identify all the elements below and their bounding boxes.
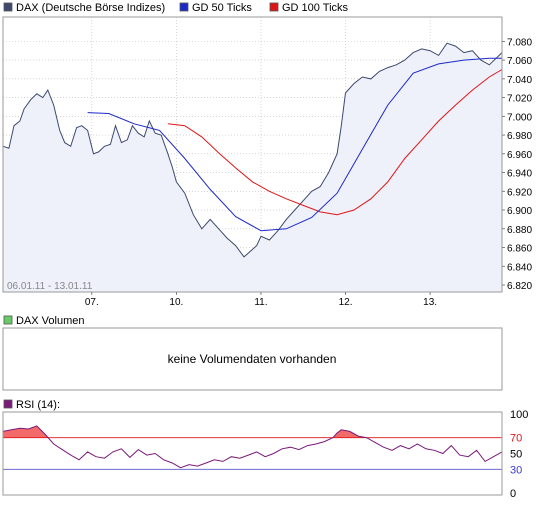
price-y-tick-label: 7.000 xyxy=(507,112,532,123)
price-x-tick-label: 13. xyxy=(423,297,437,308)
rsi-y-tick-label: 0 xyxy=(510,488,516,500)
rsi-y-tick-label: 30 xyxy=(510,464,522,476)
price-x-tick-label: 10. xyxy=(169,297,183,308)
rsi-legend-label: RSI (14): xyxy=(16,399,60,411)
price-line xyxy=(2,42,503,258)
price-area-fill xyxy=(3,43,502,293)
price-y-tick-label: 7.060 xyxy=(507,56,532,67)
price-panel: 6.820 6.840 6.860 6.880 6.900 6.920 6.940 6.960… xyxy=(2,16,532,308)
price-x-tick-label: 12. xyxy=(339,297,353,308)
price-frame xyxy=(2,16,503,293)
rsi-line xyxy=(2,425,503,469)
gd50-line xyxy=(87,57,502,232)
legend-label-dax: DAX (Deutsche Börse Indizes) xyxy=(16,2,165,14)
rsi-overbought-fill xyxy=(3,425,502,438)
price-y-tick-label: 6.980 xyxy=(507,131,532,142)
rsi-y-tick-label: 50 xyxy=(510,449,522,461)
legend-swatch-gd100 xyxy=(269,2,279,12)
rsi-overbought-area xyxy=(332,429,502,438)
rsi-y-tick-label: 70 xyxy=(510,433,522,445)
date-range-label: 06.01.11 - 13.01.11 xyxy=(7,281,93,292)
price-y-tick-label: 6.960 xyxy=(507,150,532,161)
price-x-tick-label: 11. xyxy=(254,297,267,308)
rsi-reference-lines xyxy=(3,437,502,470)
volume-frame xyxy=(2,327,503,391)
legend-swatch-gd50 xyxy=(179,2,189,12)
volume-legend-label: DAX Volumen xyxy=(16,315,84,327)
price-y-tick-label: 7.020 xyxy=(507,94,532,105)
gd100-line xyxy=(167,69,503,216)
price-y-tick-label: 6.940 xyxy=(507,169,532,180)
rsi-legend-swatch xyxy=(3,399,13,409)
rsi-y-axis: 100 70 50 30 0 xyxy=(510,409,528,500)
legend-label-gd100: GD 100 Ticks xyxy=(282,2,349,14)
volume-legend-swatch xyxy=(3,315,13,325)
price-x-axis: 07. 10. 11. 12. 13. xyxy=(85,292,437,308)
rsi-frame xyxy=(2,411,503,496)
volume-panel: DAX Volumen keine Volumendaten vorhanden xyxy=(2,315,503,391)
price-y-tick-label: 6.860 xyxy=(507,244,532,255)
legend-label-gd50: GD 50 Ticks xyxy=(192,2,252,14)
price-y-axis: 6.820 6.840 6.860 6.880 6.900 6.920 6.940 6.960… xyxy=(502,37,532,292)
price-y-tick-label: 6.820 xyxy=(507,281,532,292)
price-y-tick-label: 6.900 xyxy=(507,206,532,217)
price-y-tick-label: 6.880 xyxy=(507,225,532,236)
rsi-y-tick-label: 100 xyxy=(510,409,528,421)
price-legend: DAX (Deutsche Börse Indizes) GD 50 Ticks… xyxy=(3,2,349,14)
price-x-tick-label: 07. xyxy=(85,297,99,308)
price-y-tick-label: 6.920 xyxy=(507,187,532,198)
rsi-panel: RSI (14): 100 70 50 30 0 xyxy=(2,399,528,500)
price-y-tick-label: 7.040 xyxy=(507,75,532,86)
legend-swatch-dax xyxy=(3,2,13,12)
price-y-tick-label: 6.840 xyxy=(507,262,532,273)
rsi-overbought-area xyxy=(3,425,49,438)
price-y-tick-label: 7.080 xyxy=(507,37,532,48)
volume-empty-message: keine Volumendaten vorhanden xyxy=(168,352,337,366)
